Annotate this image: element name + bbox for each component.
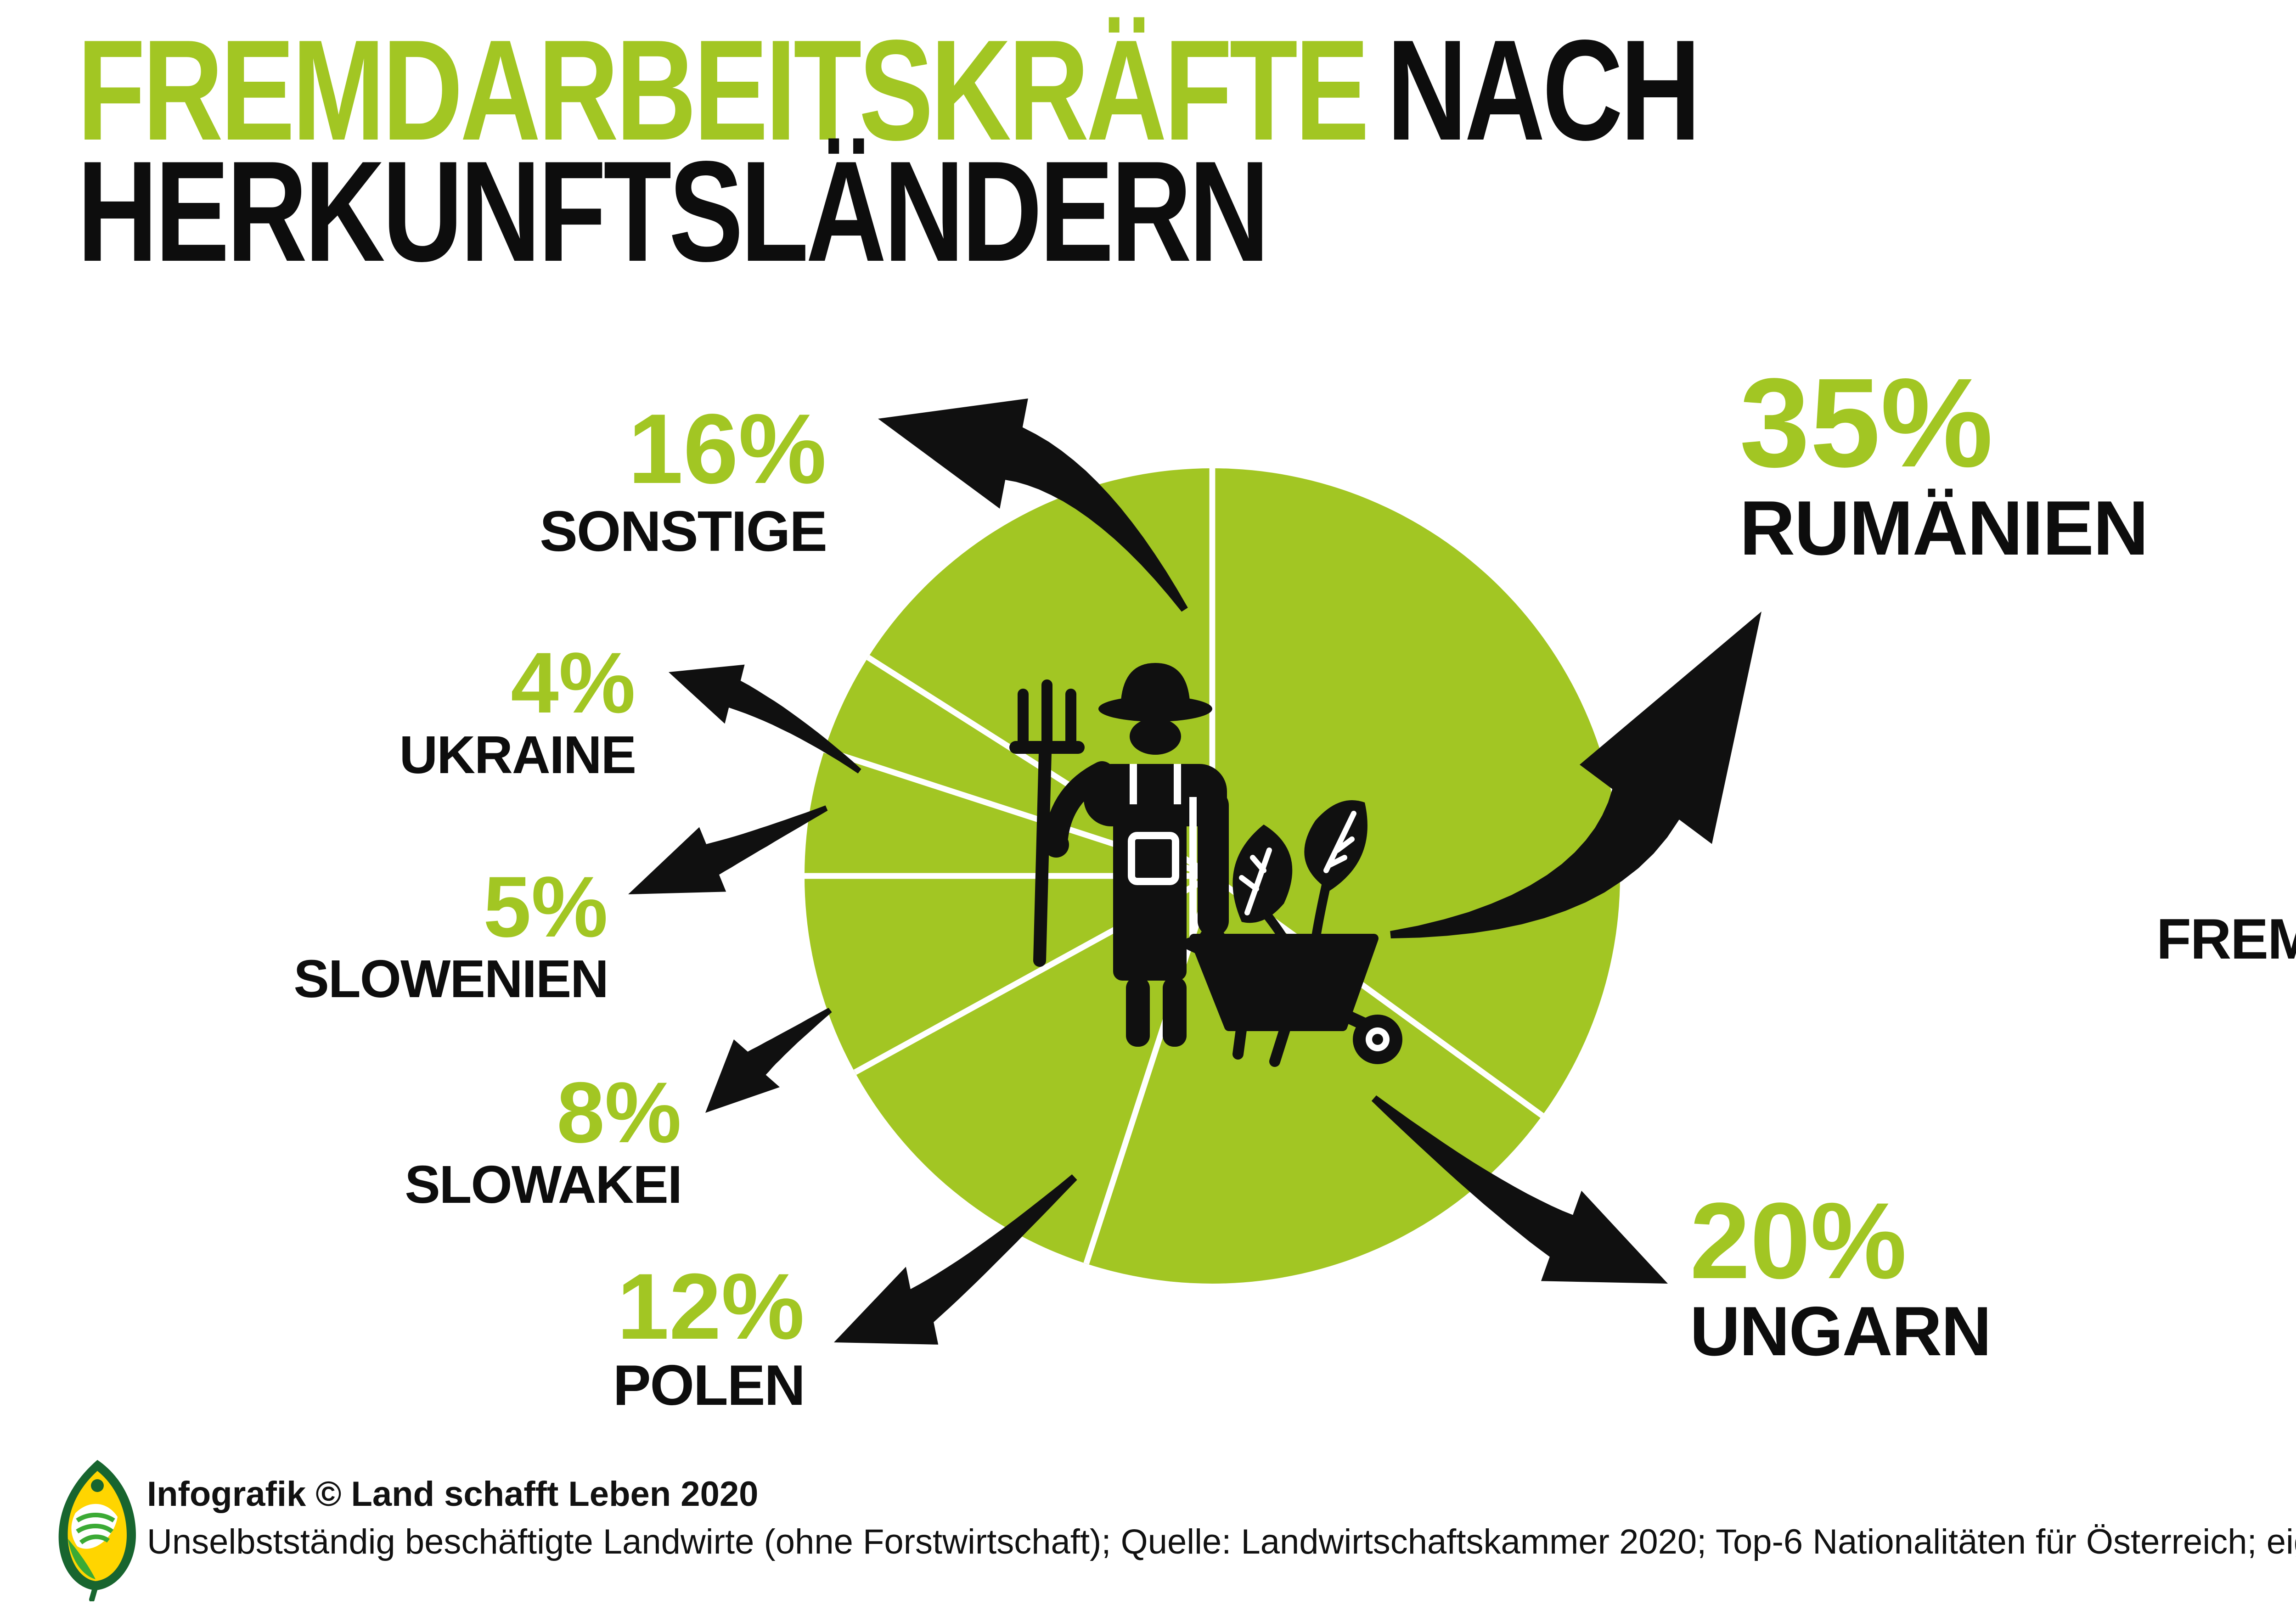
arrow-polen [834,1174,1077,1345]
slice-label-ukraine: 4% UKRAINE [399,634,636,786]
total-line2: INSGESAMT [2156,966,2296,1019]
footer-source: Unselbstständig beschäftigte Landwirte (… [147,1524,2296,1563]
arrow-ungarn [1371,1095,1668,1284]
title-rest: NACH [1386,9,1701,171]
pitchfork-icon [1009,679,1085,967]
arrow-sonstige [878,398,1188,612]
slice-country-ukraine: UKRAINE [399,726,636,786]
slice-label-sonstige: 16% SONSTIGE [540,395,827,565]
footer-credit: Infografik © Land schafft Leben 2020 [147,1476,759,1515]
farmer-icon [1009,663,1402,1067]
slice-pct-ukraine: 4% [511,634,636,731]
slice-country-rumaenien: RUMÄNIEN [1739,484,2149,571]
slice-label-slowakei: 8% SLOWAKEI [405,1063,682,1215]
slice-pct-rumaenien: 35% [1739,353,1993,494]
farmer-figure [1043,663,1229,1047]
slice-country-ungarn: UNGARN [1690,1295,1992,1372]
title-line2: HERKUNFTSLÄNDERN [77,130,1270,292]
title-accent: FREMDARBEITSKRÄFTE [77,9,1369,171]
farmer-hat-brim [1098,696,1212,722]
total-value: 13.800 MENSCHEN [2156,1019,2296,1072]
slice-arrows [628,398,1761,1345]
farmer-head [1130,718,1181,755]
wheelbarrow-icon [1184,934,1402,1067]
slice-country-slowakei: SLOWAKEI [405,1156,682,1215]
brand-leaf-logo [58,1460,136,1601]
slice-country-polen: POLEN [613,1354,805,1419]
total-line1: FREMDARBEITSKRÄFTE [2156,907,2296,971]
slice-label-slowenien: 5% SLOWENIEN [293,858,609,1010]
farmer-overalls-details [1128,764,1197,937]
slice-pct-slowenien: 5% [483,858,608,955]
slice-pct-polen: 12% [617,1254,805,1359]
arrow-slowakei [705,1008,832,1113]
slice-label-ungarn: 20% UNGARN [1690,1181,1992,1372]
arrow-rumaenien [1390,612,1761,938]
slice-label-rumaenien: 35% RUMÄNIEN [1739,353,2149,571]
arrow-slowenien [628,805,828,894]
slice-country-sonstige: SONSTIGE [540,500,827,565]
slice-pct-slowakei: 8% [557,1063,681,1161]
page-title: FREMDARBEITSKRÄFTE NACH HERKUNFTSLÄNDERN [77,18,1701,283]
leaves-icon [1232,800,1367,947]
slice-pct-ungarn: 20% [1690,1181,1907,1302]
slice-pct-sonstige: 16% [628,395,827,505]
slice-label-polen: 12% POLEN [613,1254,805,1419]
slice-country-slowenien: SLOWENIEN [293,950,609,1010]
arrow-ukraine [669,664,861,774]
total-summary: FREMDARBEITSKRÄFTE INSGESAMT 13.800 MENS… [2156,907,2296,1072]
